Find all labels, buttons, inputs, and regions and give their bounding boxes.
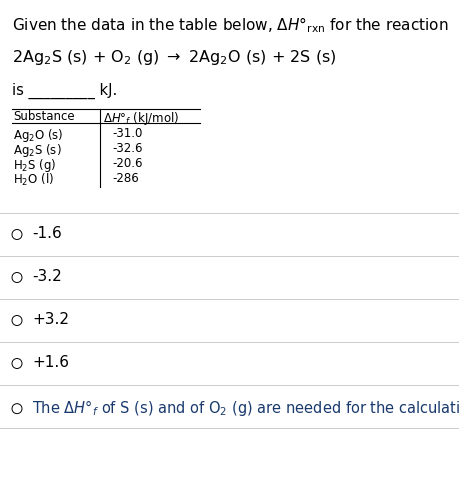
Text: Given the data in the table below, $\Delta H°_{\mathregular{rxn}}$ for the react: Given the data in the table below, $\Del…	[12, 15, 448, 35]
Text: -3.2: -3.2	[32, 269, 62, 284]
Text: +3.2: +3.2	[32, 312, 69, 327]
Circle shape	[12, 316, 22, 325]
Circle shape	[12, 230, 22, 240]
Circle shape	[12, 358, 22, 368]
Text: is _________ kJ.: is _________ kJ.	[12, 83, 117, 99]
Text: -32.6: -32.6	[112, 142, 142, 155]
Text: -286: -286	[112, 172, 139, 185]
Text: Ag$_2$S (s): Ag$_2$S (s)	[13, 142, 62, 159]
Circle shape	[12, 273, 22, 282]
Text: Substance: Substance	[13, 110, 74, 123]
Text: Ag$_2$O (s): Ag$_2$O (s)	[13, 127, 63, 144]
Text: +1.6: +1.6	[32, 355, 69, 370]
Circle shape	[12, 404, 22, 414]
Text: H$_2$S (g): H$_2$S (g)	[13, 157, 56, 174]
Text: -1.6: -1.6	[32, 226, 62, 241]
Text: -20.6: -20.6	[112, 157, 142, 170]
Text: $\Delta H°_f$ (kJ/mol): $\Delta H°_f$ (kJ/mol)	[103, 110, 179, 127]
Text: H$_2$O (l): H$_2$O (l)	[13, 172, 54, 188]
Text: 2Ag$_2$S (s) + O$_2$ (g) $\rightarrow$ 2Ag$_2$O (s) + 2S (s): 2Ag$_2$S (s) + O$_2$ (g) $\rightarrow$ 2…	[12, 48, 336, 67]
Text: -31.0: -31.0	[112, 127, 142, 140]
Text: The $\Delta H°_f$ of S (s) and of O$_2$ (g) are needed for the calculation.: The $\Delta H°_f$ of S (s) and of O$_2$ …	[32, 398, 459, 418]
